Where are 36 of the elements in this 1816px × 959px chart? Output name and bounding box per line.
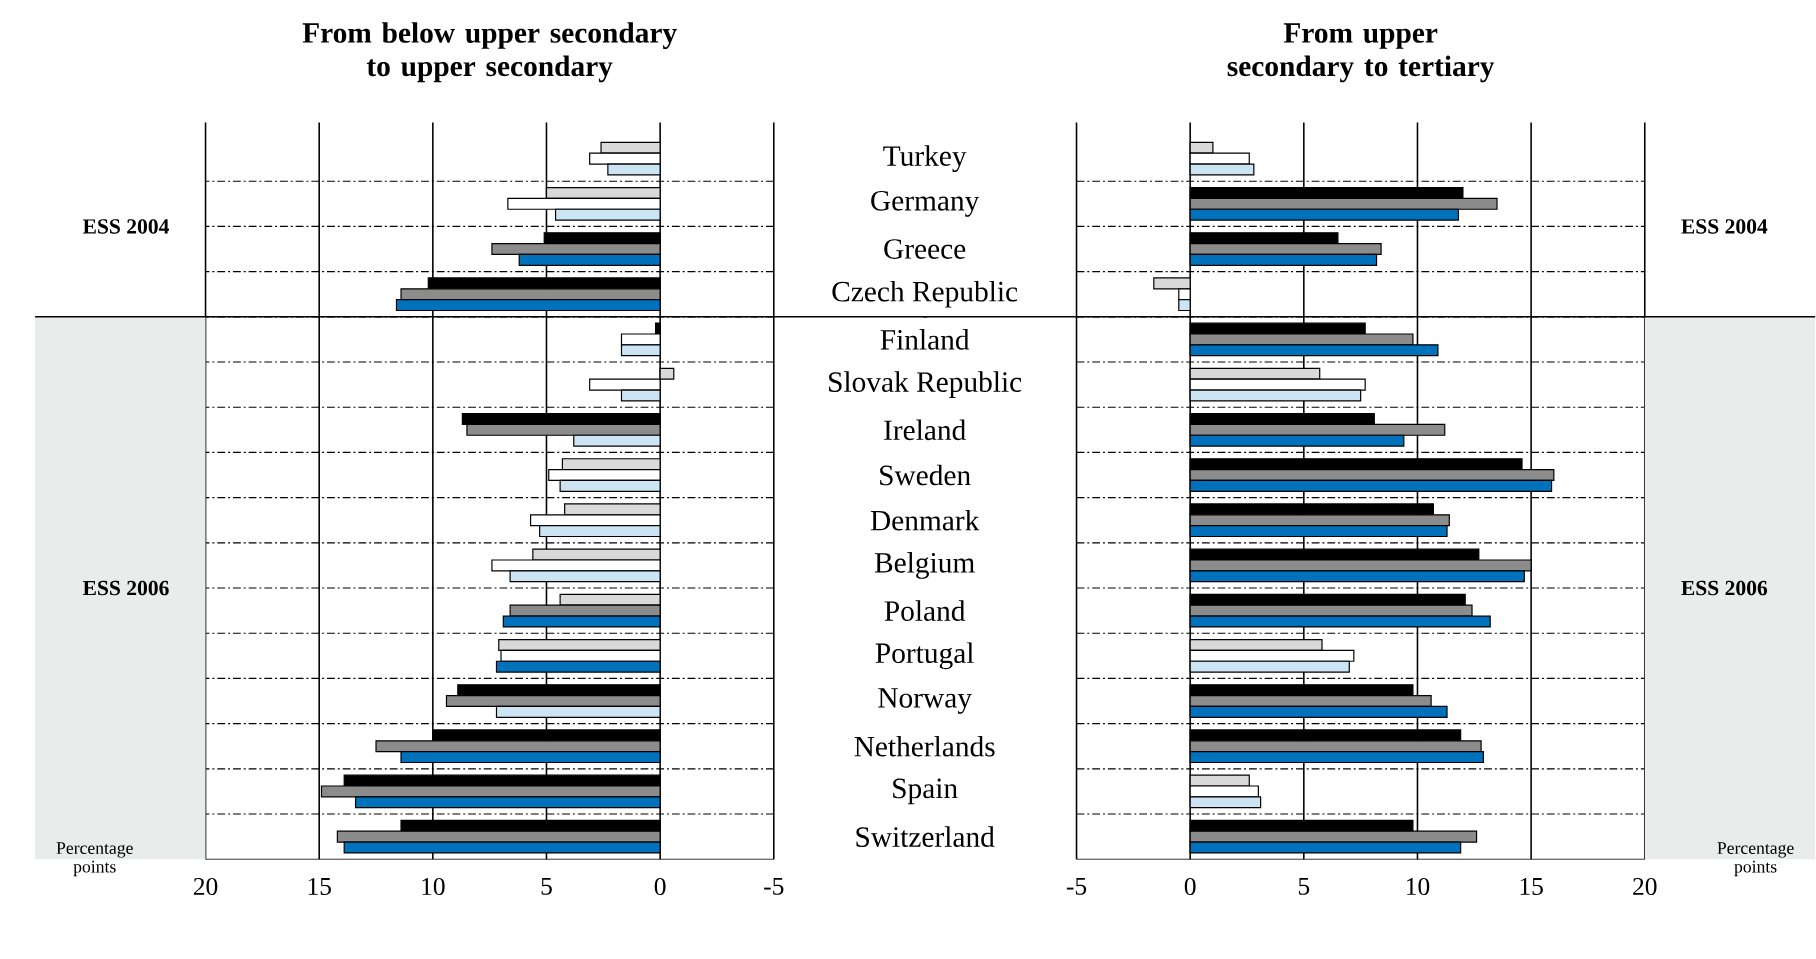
y-tick-label: Turkey xyxy=(883,145,967,172)
y-tick-label: Sweden xyxy=(880,464,971,486)
chart-title: From below upper secondary to upper secondary xyxy=(302,22,677,83)
x-tick-label: -5 xyxy=(1066,877,1087,895)
y-tick-label: Slovak Republic xyxy=(829,371,1022,398)
y-tick-label: Spain xyxy=(893,778,958,805)
x-tick-label: 0 xyxy=(654,877,666,896)
y-tick-label: Poland xyxy=(884,600,966,621)
y-tick-label: Finland xyxy=(880,329,970,350)
y-tick-label: Switzerland xyxy=(856,826,995,847)
chart-title: From upper secondary to tertiary xyxy=(1227,23,1495,83)
text: ESS 2004 xyxy=(82,219,169,234)
x-axis-title: Percentage points xyxy=(1717,842,1794,877)
y-tick-label: Netherlands xyxy=(854,735,995,757)
y-tick-label: Greece xyxy=(884,239,966,259)
y-tick-label: Denmark xyxy=(870,509,980,531)
x-tick-label: 15 xyxy=(308,877,331,895)
x-tick-label: 5 xyxy=(541,877,552,895)
text: ESS 2004 xyxy=(1681,219,1768,234)
y-tick-label: Belgium xyxy=(874,552,975,579)
y-tick-label: Czech Republic xyxy=(832,280,1018,308)
text: ESS 2006 xyxy=(82,580,169,596)
y-tick-label: Ireland xyxy=(884,419,966,441)
y-tick-label: Norway xyxy=(878,688,972,714)
x-tick-label: 0 xyxy=(1184,877,1196,896)
x-tick-label: -5 xyxy=(764,877,784,895)
x-axis-title: Percentage points xyxy=(56,842,133,877)
y-tick-label: Portugal xyxy=(875,642,974,670)
x-tick-label: 20 xyxy=(1633,877,1657,896)
x-tick-label: 20 xyxy=(193,877,218,896)
x-tick-label: 5 xyxy=(1298,877,1310,895)
text: ESS 2006 xyxy=(1681,580,1768,596)
x-tick-label: 10 xyxy=(422,877,445,896)
x-tick-label: 15 xyxy=(1520,877,1543,895)
x-tick-label: 10 xyxy=(1406,877,1430,896)
y-tick-label: Germany xyxy=(871,190,980,217)
